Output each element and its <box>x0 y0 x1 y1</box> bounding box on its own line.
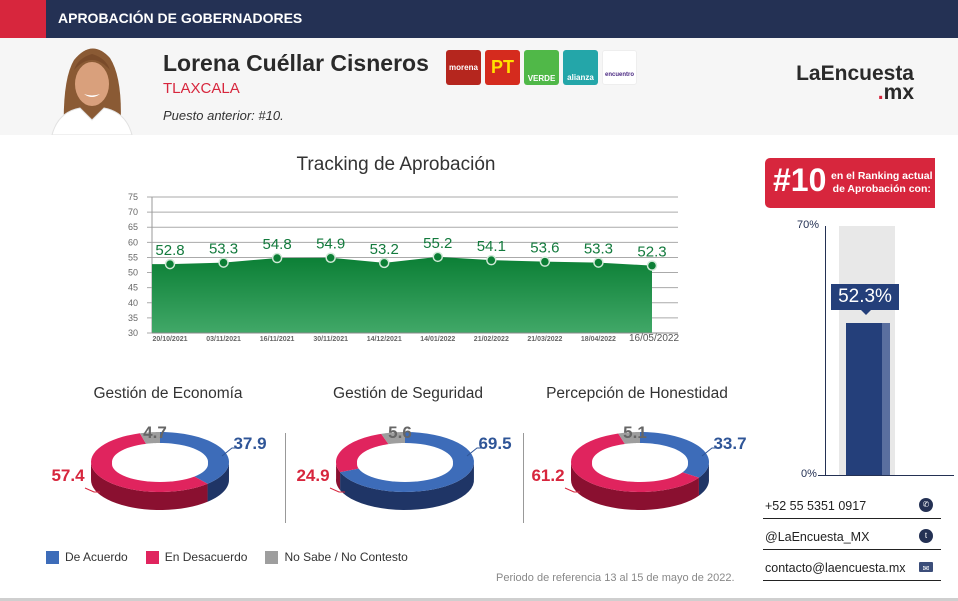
svg-text:33.7: 33.7 <box>713 434 746 453</box>
svg-text:54.1: 54.1 <box>477 238 506 255</box>
gauge-axis <box>825 226 826 475</box>
gauge-min-label: 0% <box>801 468 817 480</box>
tracking-area-chart: 30 35 40 45 50 55 60 65 70 75 52.8 20/10/2021 53.3 03… <box>128 192 679 344</box>
donut-legend: De Acuerdo En Desacuerdo No Sabe / No Co… <box>46 550 408 564</box>
svg-text:14/12/2021: 14/12/2021 <box>367 336 402 343</box>
svg-text:24.9: 24.9 <box>296 466 329 485</box>
svg-text:03/11/2021: 03/11/2021 <box>206 336 241 343</box>
morena-logo: morena <box>446 50 481 85</box>
svg-text:45: 45 <box>128 283 138 293</box>
svg-text:54.8: 54.8 <box>263 236 292 253</box>
svg-text:21/02/2022: 21/02/2022 <box>474 336 509 343</box>
svg-text:55: 55 <box>128 252 138 262</box>
legend-agree: De Acuerdo <box>46 550 128 564</box>
svg-text:16/05/2022: 16/05/2022 <box>629 333 679 344</box>
svg-text:53.6: 53.6 <box>530 240 559 257</box>
svg-text:54.9: 54.9 <box>316 236 345 253</box>
ranking-badge: #10 en el Ranking actual de Aprobación c… <box>765 158 935 208</box>
svg-text:4.7: 4.7 <box>143 423 167 442</box>
svg-text:16/11/2021: 16/11/2021 <box>260 336 295 343</box>
gauge-max-label: 70% <box>797 219 820 231</box>
svg-text:75: 75 <box>128 192 138 202</box>
mail-icon: ✉ <box>919 562 933 573</box>
svg-text:53.2: 53.2 <box>370 241 399 258</box>
governor-photo <box>44 40 140 135</box>
agree-swatch <box>46 550 59 564</box>
svg-text:5.6: 5.6 <box>388 423 412 442</box>
economy-title: Gestión de Economía <box>93 385 243 402</box>
tracking-chart-title: Tracking de Aprobación <box>296 154 496 175</box>
whatsapp-icon: ✆ <box>919 498 933 512</box>
svg-text:20/10/2021: 20/10/2021 <box>152 336 187 343</box>
reference-period: Periodo de referencia 13 al 15 de mayo d… <box>496 572 735 584</box>
party-logos: morena PT VERDE alianza encuentro <box>446 50 637 85</box>
gauge-bar <box>846 323 882 475</box>
contact-phone[interactable]: +52 55 5351 0917 ✆ <box>763 489 941 519</box>
contact-email[interactable]: contacto@laencuesta.mx ✉ <box>763 551 941 581</box>
svg-text:37.9: 37.9 <box>233 434 266 453</box>
svg-text:70: 70 <box>128 207 138 217</box>
twitter-icon: t <box>919 529 933 543</box>
svg-text:14/01/2022: 14/01/2022 <box>420 336 455 343</box>
gauge-value-label: 52.3% <box>831 284 899 315</box>
report-title: APROBACIÓN DE GOBERNADORES <box>58 10 303 26</box>
economy-donut-chart: 37.9 57.4 4.7 <box>51 423 267 510</box>
disagree-swatch <box>145 550 159 564</box>
svg-text:69.5: 69.5 <box>478 434 511 453</box>
unknown-swatch <box>265 550 279 564</box>
alianza-logo: alianza <box>563 50 598 85</box>
gauge-baseline <box>818 475 954 476</box>
divider <box>285 433 286 523</box>
svg-text:5.1: 5.1 <box>623 423 647 442</box>
svg-text:30: 30 <box>128 328 138 338</box>
svg-text:60: 60 <box>128 237 138 247</box>
governor-name: Lorena Cuéllar Cisneros <box>163 50 429 76</box>
svg-text:52.8: 52.8 <box>155 242 184 259</box>
footer-line <box>0 598 958 601</box>
ranking-number: #10 <box>773 162 827 198</box>
governor-header: Lorena Cuéllar Cisneros TLAXCALA Puesto … <box>0 38 958 135</box>
svg-text:57.4: 57.4 <box>51 466 85 485</box>
ranking-caption: en el Ranking actual de Aprobación con: <box>831 170 933 195</box>
honesty-title: Percepción de Honestidad <box>546 385 728 402</box>
previous-rank: Puesto anterior: #10. <box>163 108 284 123</box>
divider <box>523 433 524 523</box>
svg-text:53.3: 53.3 <box>584 241 613 258</box>
svg-text:55.2: 55.2 <box>423 235 452 252</box>
svg-text:53.3: 53.3 <box>209 241 238 258</box>
pt-logo: PT <box>485 50 520 85</box>
svg-text:52.3: 52.3 <box>637 244 666 261</box>
honesty-donut-chart: 33.7 61.2 5.1 <box>531 423 747 510</box>
legend-unknown: No Sabe / No Contesto <box>265 550 408 564</box>
svg-text:35: 35 <box>128 313 138 323</box>
encuentro-logo: encuentro <box>602 50 637 85</box>
legend-disagree: En Desacuerdo <box>145 550 247 564</box>
contact-twitter[interactable]: @LaEncuesta_MX t <box>763 520 941 550</box>
accent-block <box>0 0 46 38</box>
gauge-bar-shade <box>882 323 890 475</box>
security-donut-chart: 69.5 24.9 5.6 <box>296 423 512 510</box>
laencuesta-logo: LaEncuesta .mx <box>796 62 914 104</box>
svg-text:18/04/2022: 18/04/2022 <box>581 336 616 343</box>
governor-state: TLAXCALA <box>163 80 240 97</box>
svg-text:40: 40 <box>128 298 138 308</box>
top-bar: APROBACIÓN DE GOBERNADORES <box>0 0 958 38</box>
svg-text:61.2: 61.2 <box>531 466 564 485</box>
svg-text:65: 65 <box>128 222 138 232</box>
svg-text:30/11/2021: 30/11/2021 <box>313 336 348 343</box>
verde-logo: VERDE <box>524 50 559 85</box>
svg-text:21/03/2022: 21/03/2022 <box>527 336 562 343</box>
security-title: Gestión de Seguridad <box>333 385 483 402</box>
svg-text:50: 50 <box>128 268 138 278</box>
